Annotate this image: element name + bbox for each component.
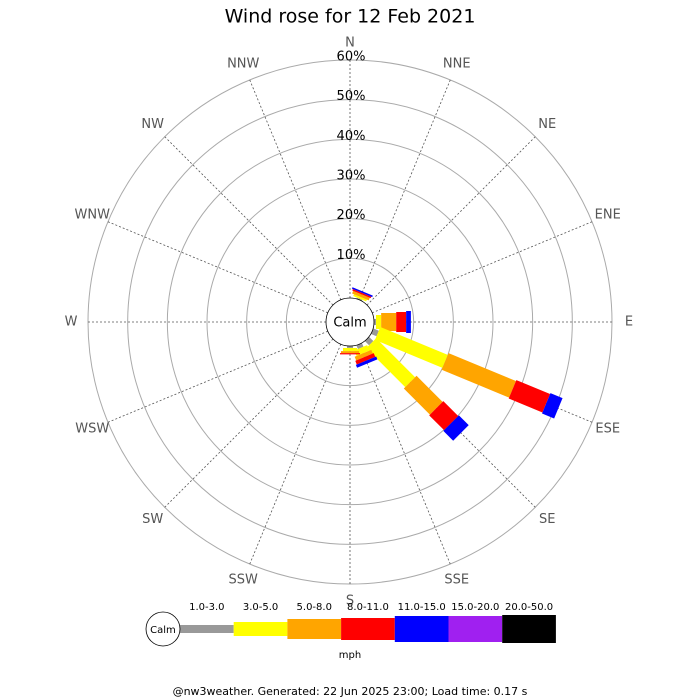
legend-swatch	[233, 622, 288, 636]
wind-bar	[542, 393, 563, 419]
wind-bar	[429, 401, 459, 431]
legend-label: 11.0-15.0	[398, 602, 446, 613]
wind-bar	[355, 356, 378, 368]
wind-bar	[340, 353, 360, 355]
direction-label: SE	[539, 512, 555, 527]
direction-label: N	[345, 36, 355, 51]
legend-label: 20.0-50.0	[505, 602, 553, 613]
grid-ring	[285, 257, 415, 387]
r-tick-label: 20%	[337, 208, 366, 223]
legend-swatch	[502, 615, 556, 643]
legend-swatch	[394, 616, 449, 642]
footer: @nw3weather. Generated: 22 Jun 2025 23:0…	[173, 685, 528, 698]
wind-bar	[371, 328, 379, 337]
wind-bar	[403, 375, 443, 415]
wind-bar	[353, 294, 367, 302]
wind-bar	[364, 336, 374, 346]
legend-swatch	[448, 616, 503, 642]
wind-bar	[351, 287, 373, 298]
wind-bar	[374, 319, 376, 325]
r-tick-label: 60%	[337, 50, 366, 65]
legend-swatch	[180, 625, 234, 633]
wind-bar	[356, 297, 363, 301]
direction-label: SW	[142, 512, 163, 527]
direction-label: NE	[538, 117, 556, 132]
wind-bar	[347, 346, 353, 348]
legend-label: 8.0-11.0	[347, 602, 389, 613]
calm-circle	[325, 297, 375, 347]
wind-bar	[352, 290, 370, 301]
wind-bar	[508, 380, 551, 413]
direction-label: WSW	[75, 421, 109, 436]
r-tick-label: 40%	[337, 129, 366, 144]
legend-label: 15.0-20.0	[451, 602, 499, 613]
legend-label: 1.0-3.0	[189, 602, 224, 613]
direction-label: SSW	[229, 572, 259, 587]
grid-ring	[206, 178, 494, 466]
direction-label: E	[625, 315, 633, 330]
legend-calm-circle	[145, 611, 181, 647]
wind-bar	[374, 326, 448, 368]
r-tick-label: 10%	[337, 248, 366, 263]
legend-label: 5.0-8.0	[297, 602, 332, 613]
wind-bar	[381, 313, 397, 331]
wind-bar	[355, 353, 376, 365]
grid-ring	[127, 99, 573, 545]
units-label: mph	[339, 650, 361, 661]
legend-label: 3.0-5.0	[243, 602, 278, 613]
r-tick-label: 30%	[337, 169, 366, 184]
wind-bar	[375, 315, 382, 329]
wind-bar	[366, 338, 416, 388]
direction-label: ESE	[595, 421, 620, 436]
direction-label: SSE	[444, 572, 469, 587]
wind-bar	[356, 343, 364, 349]
wind-bar	[406, 311, 411, 333]
calm-label: Calm	[333, 316, 366, 331]
wind-bar	[341, 351, 359, 354]
chart-title: Wind rose for 12 Feb 2021	[225, 6, 476, 28]
legend-swatch	[287, 619, 342, 639]
direction-label: NNW	[227, 57, 259, 72]
direction-label: WNW	[75, 208, 111, 223]
legend-swatch	[341, 618, 395, 640]
direction-label: NNE	[443, 57, 471, 72]
wind-bar	[443, 415, 469, 441]
wind-bar	[354, 349, 373, 361]
legend-calm-label: Calm	[150, 625, 176, 636]
grid-ring	[246, 218, 454, 426]
wind-bar	[396, 312, 407, 332]
grid-ring	[166, 138, 534, 506]
direction-label: S	[346, 594, 354, 609]
r-tick-label: 50%	[337, 89, 366, 104]
wind-bar	[441, 353, 516, 398]
direction-label: NW	[141, 117, 164, 132]
direction-label: ENE	[595, 208, 621, 223]
wind-bar	[352, 289, 372, 299]
direction-label: W	[65, 315, 78, 330]
wind-bar	[343, 347, 357, 352]
